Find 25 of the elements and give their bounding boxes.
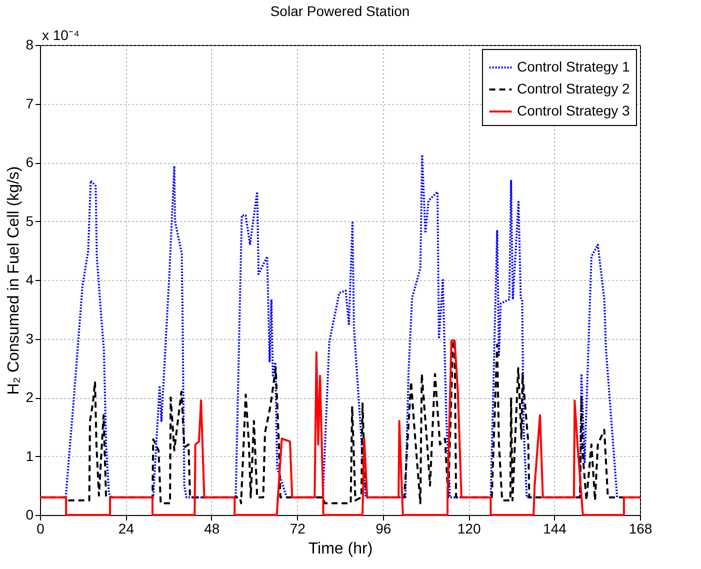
x-tick-label: 24 <box>118 520 134 536</box>
y-tick-label: 2 <box>26 389 34 405</box>
y-tick-label: 3 <box>26 330 34 346</box>
x-tick-label: 0 <box>36 520 45 536</box>
y-tick-label: 0 <box>26 506 34 522</box>
x-axis-title: Time (hr) <box>308 540 373 558</box>
legend-label: Control Strategy 1 <box>517 58 630 74</box>
y-tick-label: 5 <box>26 212 34 229</box>
chart-title: Solar Powered Station <box>270 3 410 19</box>
x-tick-label: 48 <box>204 520 220 536</box>
x-tick-label: 168 <box>628 520 652 536</box>
x-tick-label: 96 <box>376 520 392 536</box>
y-tick-label: 1 <box>26 448 34 464</box>
y-tick-label: 8 <box>26 36 34 52</box>
legend-label: Control Strategy 3 <box>517 102 630 118</box>
x-tick-label: 72 <box>290 520 306 536</box>
text: x 10⁻⁴ <box>42 27 80 43</box>
legend-label: Control Strategy 2 <box>517 80 630 96</box>
line-series <box>64 154 618 498</box>
y-tick-label: 7 <box>26 95 34 112</box>
x-tick-label: 144 <box>543 520 567 536</box>
y-tick-label: 6 <box>26 154 34 170</box>
y-axis-title: H₂ Consumed in Fuel Cell (kg/s) <box>6 166 23 395</box>
y-tick-label: 4 <box>26 272 34 288</box>
x-tick-label: 120 <box>457 520 481 536</box>
